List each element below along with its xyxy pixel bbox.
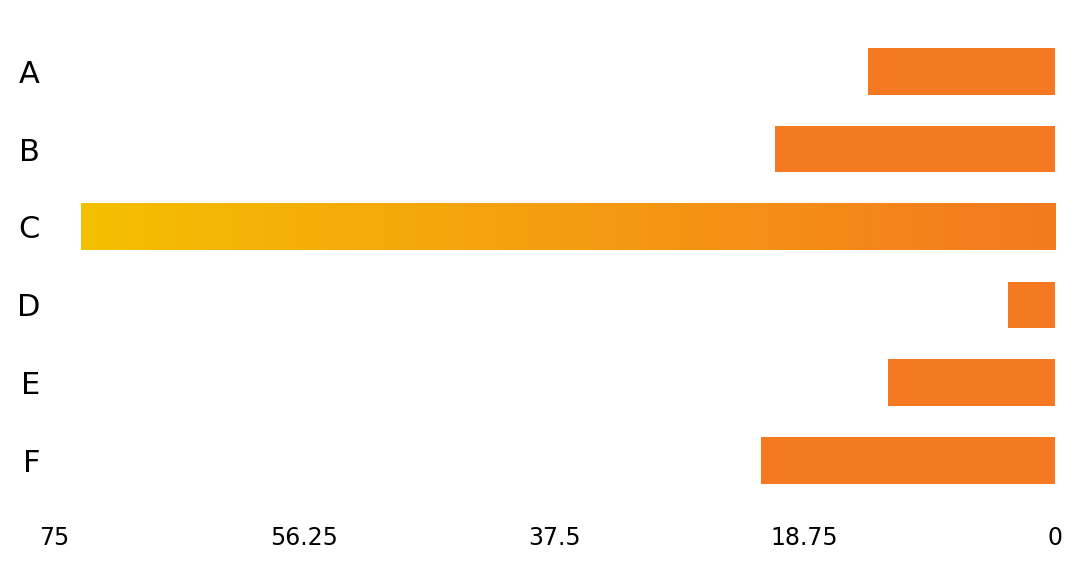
Bar [1008, 282, 1055, 328]
Bar [775, 126, 1055, 172]
Bar [868, 48, 1055, 95]
Bar [888, 359, 1055, 406]
Bar [762, 437, 1055, 484]
